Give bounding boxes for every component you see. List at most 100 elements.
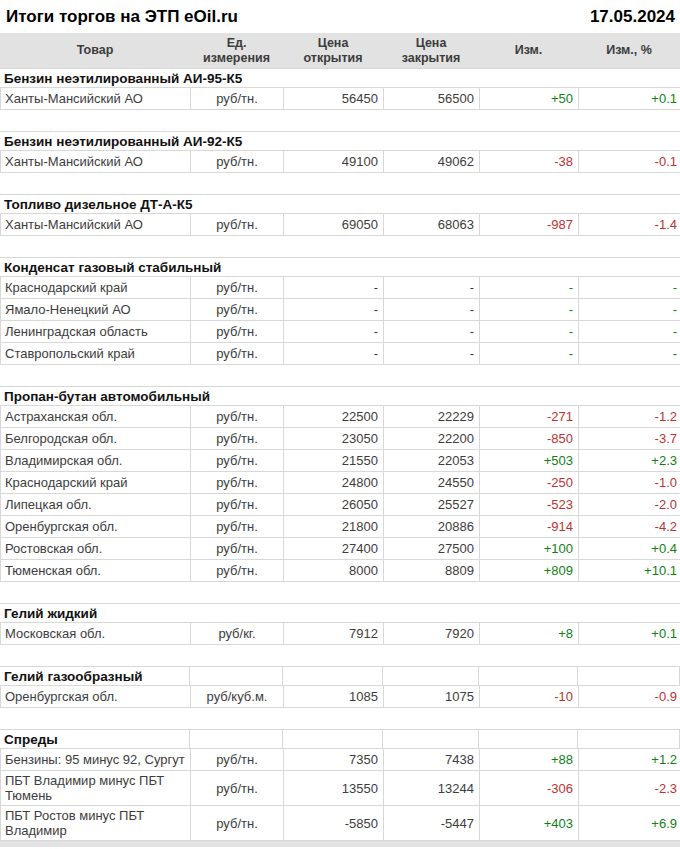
cell-product: Ростовская обл.: [1, 538, 191, 559]
section-title-cell: [190, 667, 283, 685]
cell-unit: руб/тн.: [191, 214, 284, 235]
cell-close-price: 7438: [384, 749, 480, 770]
column-header-product: Товар: [0, 33, 190, 68]
table-row: Московская обл.руб/кг.79127920+8+0.1: [0, 623, 680, 645]
cell-change: -: [480, 299, 579, 320]
cell-unit: руб/тн.: [191, 749, 284, 770]
cell-open-price: 1085: [284, 686, 384, 707]
section-gap: [0, 173, 680, 194]
cell-change: +503: [480, 450, 579, 471]
table-row: Оренбургская обл.руб/куб.м.10851075-10-0…: [0, 686, 680, 708]
section-title: Пропан-бутан автомобильный: [0, 389, 210, 404]
cell-unit: руб/тн.: [191, 88, 284, 109]
cell-open-price: -: [284, 343, 384, 364]
cell-product: Краснодарский край: [1, 277, 191, 298]
cell-unit: руб/тн.: [191, 450, 284, 471]
table-row: Ставропольский крайруб/тн.----: [0, 343, 680, 365]
cell-open-price: 27400: [284, 538, 384, 559]
cell-change: +50: [480, 88, 579, 109]
cell-unit: руб/тн.: [191, 406, 284, 427]
section-gap: [0, 110, 680, 131]
table-row: Ростовская обл.руб/тн.2740027500+100+0.4: [0, 538, 680, 560]
cell-product: Ханты-Мансийский АО: [1, 88, 191, 109]
cell-close-price: 20886: [384, 516, 480, 537]
cell-change-pct: -2.3: [579, 771, 680, 805]
cell-change: -306: [480, 771, 579, 805]
cell-change-pct: -: [579, 321, 680, 342]
cell-product: ПБТ Ростов минус ПБТ Владимир: [1, 806, 191, 840]
cell-change-pct: -1.0: [579, 472, 680, 493]
cell-change-pct: +6.9: [579, 806, 680, 840]
cell-change: -: [480, 277, 579, 298]
cell-open-price: 24800: [284, 472, 384, 493]
cell-product: Владимирская обл.: [1, 450, 191, 471]
cell-change-pct: -1.4: [579, 214, 680, 235]
section-title: Гелий жидкий: [0, 606, 97, 621]
cell-product: Бензины: 95 минус 92, Сургут: [1, 749, 191, 770]
cell-open-price: 23050: [284, 428, 384, 449]
cell-change: -987: [480, 214, 579, 235]
cell-unit: руб/тн.: [191, 299, 284, 320]
section-title-row: Спреды: [0, 729, 680, 749]
section-title-cell: [383, 730, 479, 748]
cell-product: Оренбургская обл.: [1, 686, 191, 707]
page-title: Итоги торгов на ЭТП eOil.ru: [6, 7, 238, 27]
column-header-unit: Ед. измерения: [190, 33, 283, 68]
table-row: Бензины: 95 минус 92, Сургутруб/тн.73507…: [0, 749, 680, 771]
cell-close-price: 8809: [384, 560, 480, 581]
section-gap: [0, 582, 680, 603]
cell-open-price: -: [284, 277, 384, 298]
table-row: Ханты-Мансийский АОруб/тн.6905068063-987…: [0, 214, 680, 236]
table-row: Ленинградская областьруб/тн.----: [0, 321, 680, 343]
section-title: Бензин неэтилированный АИ-95-К5: [0, 71, 242, 86]
cell-open-price: 21800: [284, 516, 384, 537]
cell-close-price: 22229: [384, 406, 480, 427]
cell-change: -914: [480, 516, 579, 537]
report-date: 17.05.2024: [590, 7, 675, 27]
cell-open-price: 7912: [284, 623, 384, 644]
cell-open-price: 69050: [284, 214, 384, 235]
cell-product: Ленинградская область: [1, 321, 191, 342]
section-title-cell: [578, 667, 680, 685]
cell-close-price: -5447: [384, 806, 480, 840]
trades-table-body: Бензин неэтилированный АИ-95-К5 Ханты-Ман…: [0, 68, 680, 841]
cell-product: Краснодарский край: [1, 472, 191, 493]
section-title-cell: [479, 667, 578, 685]
cell-open-price: 13550: [284, 771, 384, 805]
section-title-cell: [190, 730, 283, 748]
cell-change-pct: -4.2: [579, 516, 680, 537]
cell-unit: руб/тн.: [191, 806, 284, 840]
section-gap: [0, 365, 680, 386]
cell-close-price: 1075: [384, 686, 480, 707]
section-title-cell: [479, 730, 578, 748]
column-header-row: Товар Ед. измерения Цена открытия Цена з…: [0, 33, 680, 68]
section-title: Гелий газообразный: [0, 669, 143, 684]
cell-change-pct: -: [579, 277, 680, 298]
cell-close-price: 25527: [384, 494, 480, 515]
section-gap: [0, 708, 680, 729]
cell-close-price: 22200: [384, 428, 480, 449]
title-bar: Итоги торгов на ЭТП eOil.ru 17.05.2024: [0, 0, 680, 33]
cell-change-pct: -1.2: [579, 406, 680, 427]
cell-unit: руб/тн.: [191, 472, 284, 493]
cell-product: Тюменская обл.: [1, 560, 191, 581]
cell-close-price: 68063: [384, 214, 480, 235]
cell-change: -523: [480, 494, 579, 515]
column-header-change: Изм.: [479, 33, 578, 68]
section-title-row: Бензин неэтилированный АИ-92-К5: [0, 131, 680, 151]
cell-open-price: 8000: [284, 560, 384, 581]
cell-change-pct: -0.1: [579, 151, 680, 172]
cell-change-pct: +0.1: [579, 88, 680, 109]
table-row: Липецкая обл.руб/тн.2605025527-523-2.0: [0, 494, 680, 516]
cell-close-price: 49062: [384, 151, 480, 172]
cell-close-price: 27500: [384, 538, 480, 559]
cell-change: -10: [480, 686, 579, 707]
cell-close-price: -: [384, 343, 480, 364]
cell-product: Астраханская обл.: [1, 406, 191, 427]
cell-product: Липецкая обл.: [1, 494, 191, 515]
cell-unit: руб/тн.: [191, 516, 284, 537]
table-row: Астраханская обл.руб/тн.2250022229-271-1…: [0, 406, 680, 428]
section-title-row: Гелий жидкий: [0, 603, 680, 623]
bottom-strip: [0, 841, 680, 847]
table-row: Белгородская обл.руб/тн.2305022200-850-3…: [0, 428, 680, 450]
